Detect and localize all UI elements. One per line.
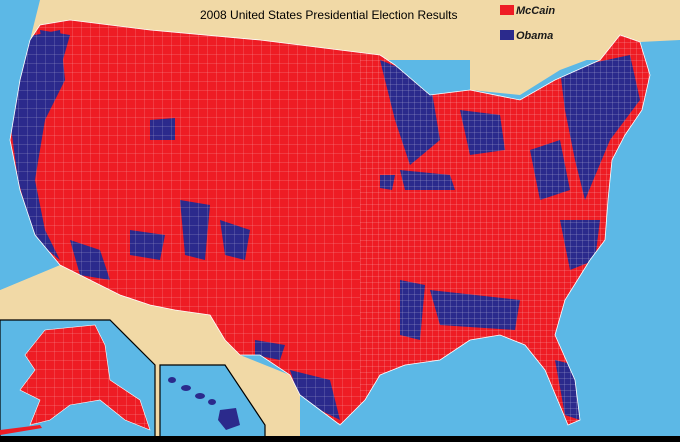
gulf-of-mexico <box>300 335 560 442</box>
atlantic-ocean <box>555 40 680 442</box>
bottom-bar <box>0 436 680 442</box>
legend-label-mccain: McCain <box>516 5 556 17</box>
legend-label-obama: Obama <box>516 30 554 42</box>
big-island-shape <box>218 408 240 430</box>
hawaii-inset <box>159 364 266 442</box>
legend-swatch-mccain <box>500 5 514 15</box>
pacific-ocean <box>0 0 60 290</box>
alaska-inset <box>0 319 156 442</box>
legend-item-mccain: McCain <box>500 5 555 17</box>
legend-swatch-obama <box>500 30 514 40</box>
legend-item-obama: Obama <box>500 30 553 42</box>
map-title: 2008 United States Presidential Election… <box>200 8 458 22</box>
canada-east-land <box>470 0 680 95</box>
